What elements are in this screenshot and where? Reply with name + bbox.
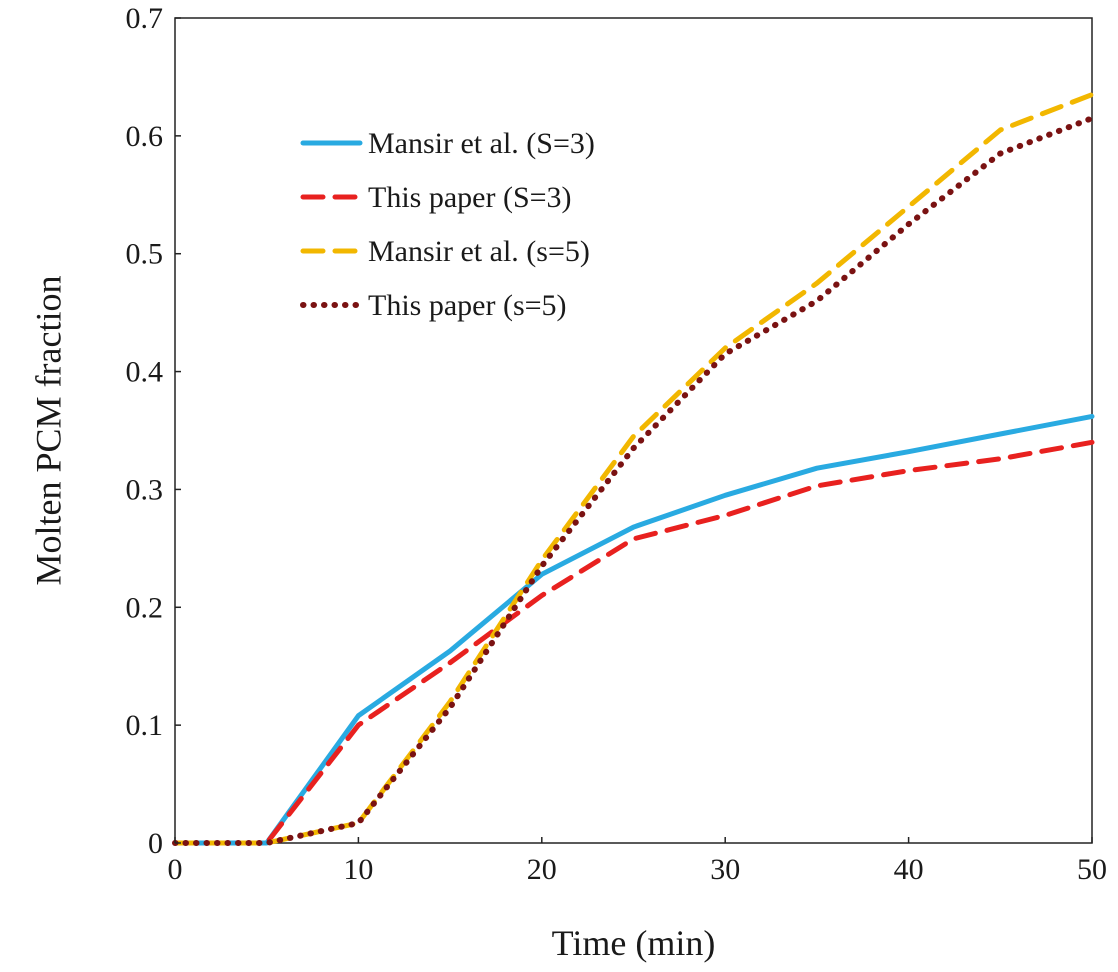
y-tick-label: 0.4 (126, 356, 164, 389)
y-axis-title: Molten PCM fraction (29, 276, 69, 586)
x-axis-title: Time (min) (552, 923, 716, 963)
y-tick-label: 0.3 (126, 473, 164, 506)
legend-label-2: This paper (S=3) (368, 181, 572, 214)
legend-label-3: Mansir et al. (s=5) (368, 235, 590, 268)
legend: Mansir et al. (S=3) This paper (S=3) Mansi… (300, 127, 595, 322)
series-layer (172, 92, 1095, 846)
y-tick-label: 0.2 (126, 591, 164, 624)
plot-border (174, 17, 1093, 844)
x-tick-label: 40 (894, 853, 924, 886)
y-tick-label: 0 (148, 827, 163, 860)
legend-label-4: This paper (s=5) (368, 289, 567, 322)
x-tick-label: 30 (710, 853, 740, 886)
y-tick-label: 0.5 (126, 238, 164, 271)
x-tick-label: 20 (527, 853, 557, 886)
tick-layer: 0 10 20 30 40 50 0 0.1 0.2 0.3 0.4 0.5 0.6 0.7 (126, 2, 1108, 886)
y-tick-label: 0.1 (126, 709, 164, 742)
series-line-1 (172, 413, 1095, 846)
x-tick-label: 50 (1077, 853, 1107, 886)
series-line-2 (172, 439, 1095, 846)
x-tick-label: 0 (168, 853, 183, 886)
legend-label-1: Mansir et al. (S=3) (368, 127, 595, 160)
series-line-3 (172, 92, 1095, 846)
y-tick-label: 0.7 (126, 2, 164, 35)
series-line-4 (172, 115, 1095, 846)
y-tick-label: 0.6 (126, 120, 164, 153)
x-tick-label: 10 (343, 853, 373, 886)
plot-area (174, 17, 1093, 844)
